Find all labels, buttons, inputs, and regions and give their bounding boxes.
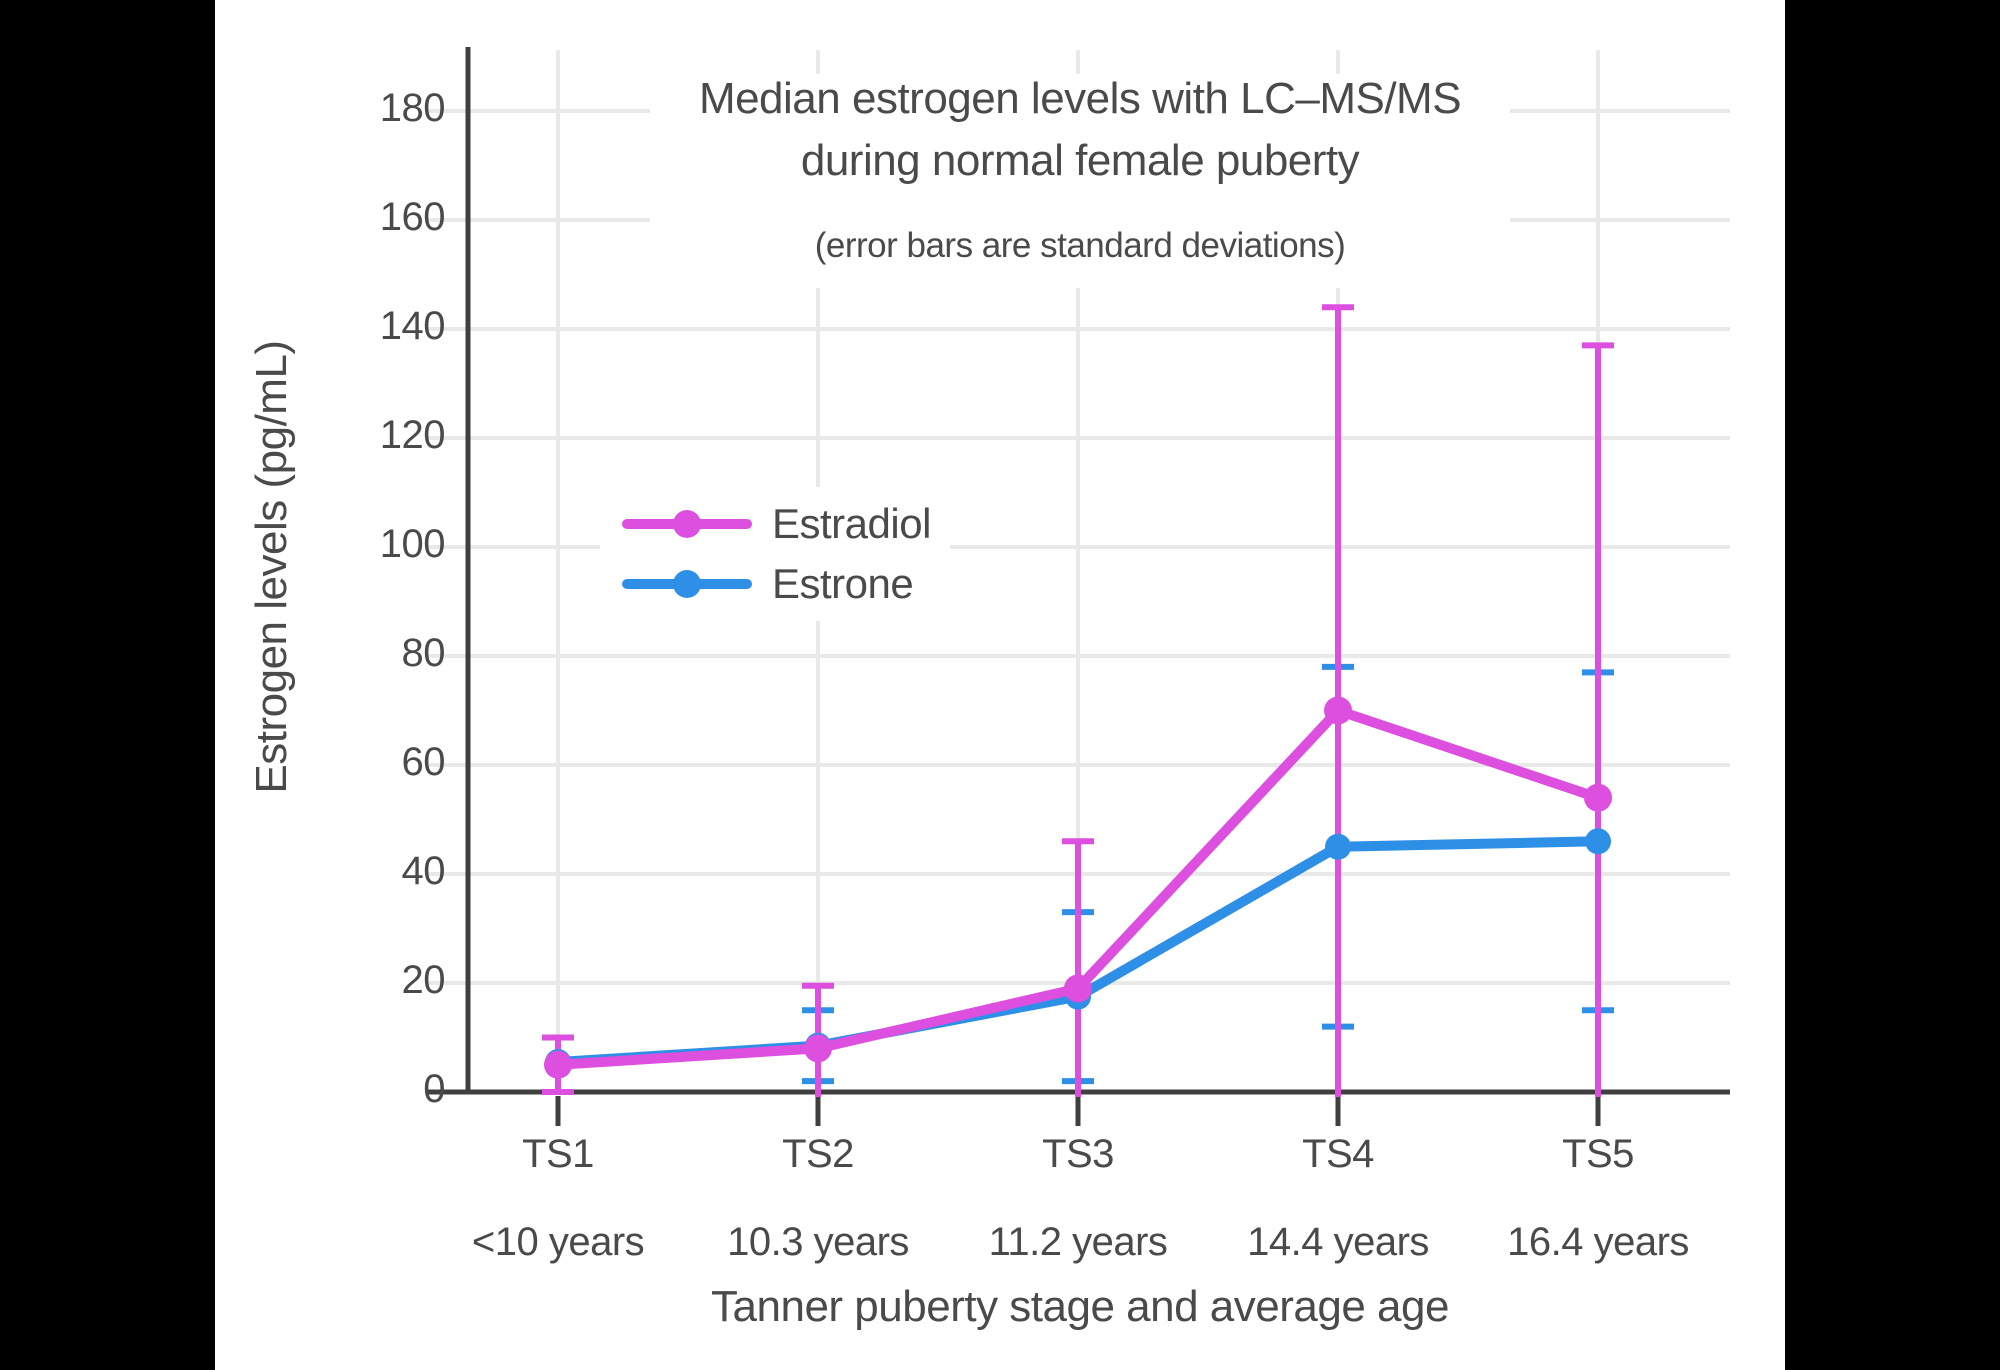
x-category-label: TS4 xyxy=(1302,1132,1374,1176)
estradiol-dot-swatch xyxy=(673,509,701,538)
x-age-label: 10.3 years xyxy=(727,1220,909,1264)
y-tick-label: 100 xyxy=(379,522,446,566)
legend: Estradiol Estrone xyxy=(600,487,950,621)
y-tick-label: 0 xyxy=(423,1067,445,1111)
y-tick-label: 60 xyxy=(401,740,446,784)
x-age-label: <10 years xyxy=(471,1220,645,1264)
estrone-line-marker-icon xyxy=(622,567,752,601)
y-tick-label: 180 xyxy=(379,86,446,130)
data-point-estrone xyxy=(1325,833,1351,860)
x-category-label: TS1 xyxy=(522,1132,594,1176)
data-point-estradiol xyxy=(804,1034,832,1063)
chart-title-line2: during normal female puberty xyxy=(800,136,1360,185)
x-age-label: 16.4 years xyxy=(1507,1220,1689,1264)
legend-item-estrone: Estrone xyxy=(622,560,950,608)
y-tick-label: 120 xyxy=(379,413,446,457)
estradiol-line-marker-icon xyxy=(622,507,752,541)
y-tick-label: 80 xyxy=(401,631,446,675)
y-axis-title: Estrogen levels (pg/mL) xyxy=(247,340,296,794)
legend-label-estradiol: Estradiol xyxy=(772,499,931,547)
chart-title-line1: Median estrogen levels with LC–MS/MS xyxy=(698,74,1462,123)
data-point-estradiol xyxy=(1324,696,1352,725)
legend-label-estrone: Estrone xyxy=(772,560,914,608)
x-age-label: 11.2 years xyxy=(988,1220,1168,1264)
data-point-estrone xyxy=(1585,828,1611,855)
x-axis-title: Tanner puberty stage and average age xyxy=(711,1282,1449,1331)
chart-subtitle: (error bars are standard deviations) xyxy=(814,226,1346,265)
data-point-estradiol xyxy=(1064,974,1092,1003)
y-tick-label: 20 xyxy=(401,958,446,1002)
y-tick-label: 140 xyxy=(379,304,446,348)
y-tick-label: 40 xyxy=(401,849,446,893)
x-age-label: 14.4 years xyxy=(1247,1220,1429,1264)
x-category-label: TS2 xyxy=(782,1132,854,1176)
x-category-label: TS3 xyxy=(1042,1132,1114,1176)
estrone-dot-swatch xyxy=(673,570,701,599)
legend-item-estradiol: Estradiol xyxy=(622,500,950,548)
y-tick-label: 160 xyxy=(379,195,446,239)
title-background xyxy=(650,74,1510,288)
chart-title: Median estrogen levels with LC–MS/MS dur… xyxy=(430,68,1730,192)
x-category-label: TS5 xyxy=(1562,1132,1634,1176)
data-point-estradiol xyxy=(1584,783,1612,812)
data-point-estradiol xyxy=(544,1050,572,1079)
